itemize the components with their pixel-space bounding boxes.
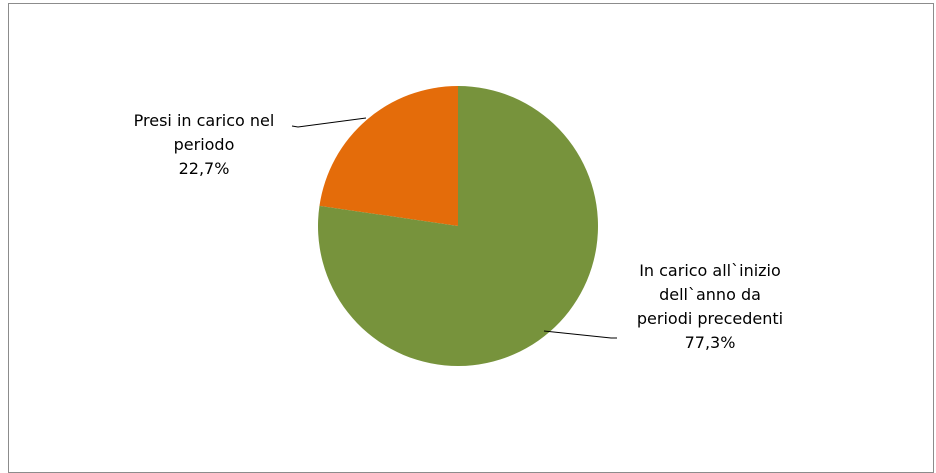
pie-slices: [318, 86, 598, 367]
pie-slice-1: [318, 86, 598, 367]
data-label-0: Presi in carico nel periodo 22,7%: [134, 111, 275, 178]
data-label-1: In carico all`inizio dell`anno da periodi …: [637, 261, 783, 352]
data-label-1-line-2: periodi precedenti: [637, 309, 783, 328]
leader-line-0: [291, 117, 367, 128]
data-label-0-line-1: periodo: [174, 135, 235, 154]
data-label-1-line-1: dell`anno da: [659, 285, 761, 304]
data-label-1-line-0: In carico all`inizio: [639, 261, 781, 280]
leader-lines: [291, 117, 617, 339]
leader-line-1: [543, 330, 617, 339]
data-label-0-line-2: 22,7%: [179, 159, 230, 178]
data-label-0-line-0: Presi in carico nel: [134, 111, 275, 130]
data-label-1-line-3: 77,3%: [685, 333, 736, 352]
pie-slice-0: [319, 86, 458, 226]
data-labels: Presi in carico nel periodo 22,7% In carico…: [134, 111, 783, 352]
